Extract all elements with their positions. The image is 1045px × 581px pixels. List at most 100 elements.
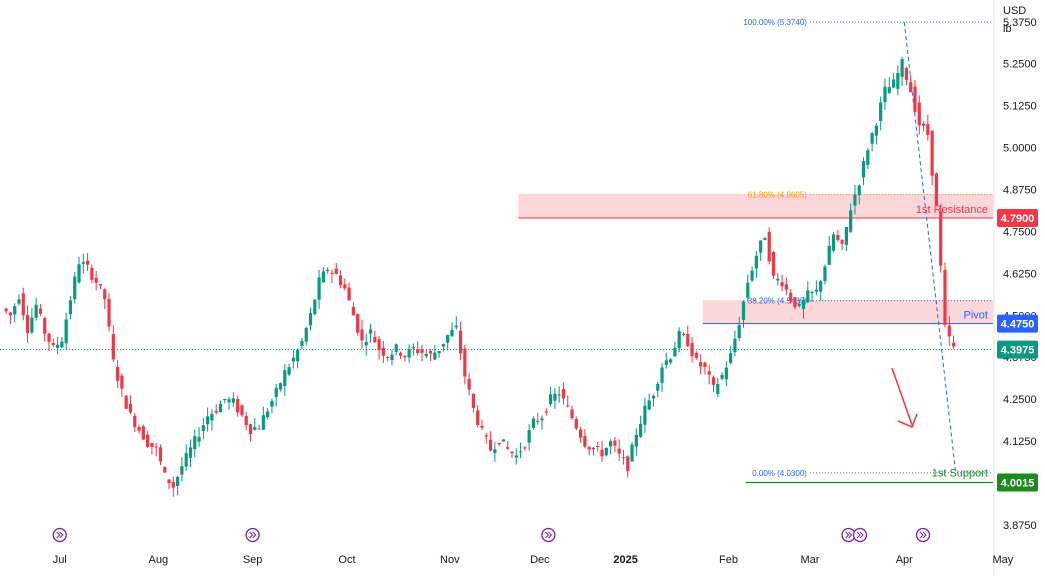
candle-body: [398, 353, 403, 356]
candle-body: [450, 330, 454, 337]
candle-body: [553, 393, 557, 401]
candle-body: [103, 289, 107, 300]
candle-body: [128, 403, 133, 413]
candle-body: [896, 73, 900, 89]
event-marker-icon: [545, 531, 553, 539]
candle-body: [900, 59, 904, 77]
candle-body: [518, 451, 523, 453]
candle-body: [257, 428, 261, 430]
candle-body: [793, 297, 797, 308]
candle-body: [891, 79, 896, 88]
candle-body: [377, 339, 381, 351]
candle-body: [390, 354, 394, 360]
candle-body: [861, 161, 866, 178]
candle-body: [733, 338, 737, 352]
pivot-label: Pivot: [964, 310, 988, 322]
candle-body: [467, 378, 471, 390]
candle-body: [570, 409, 574, 419]
candle-body: [343, 284, 347, 289]
candle-body: [274, 387, 278, 397]
candle-body: [90, 267, 94, 280]
candle-body: [433, 352, 437, 360]
candle-body: [591, 447, 596, 450]
y-tick-label: 5.3750: [1003, 17, 1037, 29]
candle-body: [887, 87, 891, 94]
candle-body: [523, 447, 527, 449]
candle-body: [823, 266, 827, 282]
candle-body: [690, 342, 694, 357]
candle-body: [13, 306, 17, 315]
candle-body: [939, 211, 943, 266]
candle-body: [146, 434, 150, 447]
candle-body: [240, 405, 244, 416]
candle-body: [197, 436, 201, 442]
candle-body: [368, 329, 373, 334]
candle-body: [278, 383, 283, 390]
fib-label-1: 61.80% (4.8605): [748, 190, 807, 199]
candle-body: [651, 395, 656, 399]
price-tag-support: [997, 473, 1038, 492]
candle-body: [904, 68, 909, 80]
candle-body: [557, 394, 561, 396]
candle-body: [874, 125, 878, 136]
candle-body: [634, 434, 638, 447]
candle-body: [214, 410, 218, 413]
candle-body: [814, 289, 818, 292]
candle-body: [167, 479, 171, 484]
candle-body: [116, 367, 120, 381]
candle-body: [73, 276, 77, 300]
candle-body: [227, 399, 231, 403]
candle-body: [25, 315, 30, 334]
candle-body: [441, 343, 446, 347]
x-tick-label: Aug: [149, 554, 169, 566]
event-marker-icon: [845, 531, 853, 539]
candle-body: [351, 306, 355, 316]
candle-body: [926, 124, 930, 135]
pivot-zone: [702, 300, 993, 324]
candle-body: [210, 413, 214, 421]
candle-body: [493, 449, 497, 454]
candle-body: [98, 284, 103, 286]
fib-label-3: 0.00% (4.0300): [752, 469, 807, 478]
candle-body: [544, 411, 548, 413]
candle-body: [750, 270, 754, 281]
y-tick-label: 5.0000: [1003, 143, 1037, 155]
candle-body: [334, 268, 338, 274]
candle-body: [201, 425, 205, 432]
candle-body: [484, 435, 488, 437]
candle-body: [771, 252, 776, 276]
candle-body: [480, 425, 484, 428]
x-tick-label: Sep: [243, 554, 263, 566]
candle-body: [827, 245, 831, 265]
candle-body: [639, 423, 643, 437]
event-marker-icon: [56, 531, 64, 539]
candle-body: [47, 333, 51, 342]
candle-body: [308, 312, 313, 326]
x-tick-label: May: [992, 554, 1013, 566]
candle-body: [326, 269, 330, 272]
candle-body: [767, 231, 771, 262]
candle-body: [720, 374, 724, 379]
candle-body: [107, 298, 111, 327]
candle-body: [514, 455, 518, 458]
candle-body: [356, 314, 360, 333]
candle-body: [810, 291, 814, 294]
candle-body: [407, 348, 411, 358]
candle-body: [951, 342, 956, 347]
candle-body: [643, 405, 647, 425]
candle-body: [934, 173, 939, 206]
candle-body: [184, 453, 188, 467]
candle-body: [660, 367, 664, 383]
candle-body: [287, 367, 291, 375]
candle-body: [458, 330, 463, 354]
candle-body: [416, 349, 420, 353]
candle-body: [150, 442, 154, 447]
candle-body: [669, 359, 673, 363]
candle-body: [626, 456, 630, 472]
price-tag-resistance: [997, 209, 1038, 228]
candle-body: [947, 325, 951, 337]
candle-body: [724, 367, 728, 380]
candle-body: [338, 275, 343, 286]
candle-body: [510, 451, 514, 454]
